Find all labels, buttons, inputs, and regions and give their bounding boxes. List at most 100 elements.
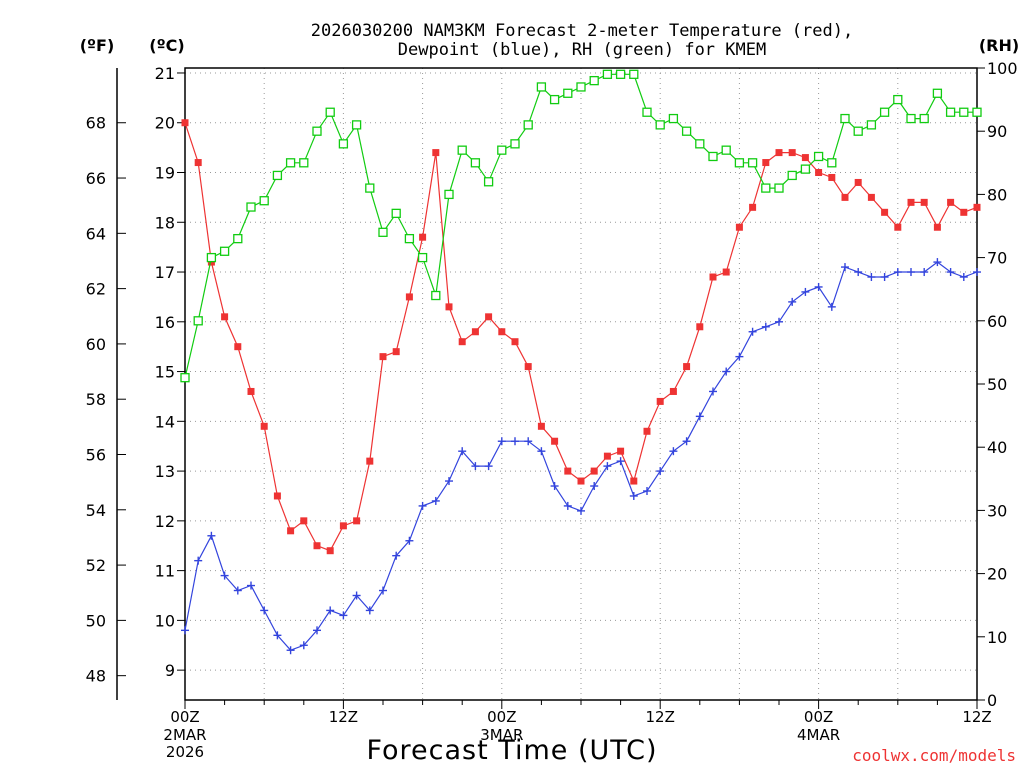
time-tick-label: 12Z — [962, 708, 991, 726]
temperature-point — [432, 149, 440, 157]
dewpoint-point — [801, 287, 810, 296]
time-tick-label: 00Z — [487, 708, 516, 726]
dewpoint-point — [973, 268, 981, 277]
rh-point — [629, 69, 639, 79]
temperature-point — [788, 149, 796, 157]
rh-point — [800, 164, 811, 174]
dewpoint-point — [854, 268, 863, 277]
fahrenheit-tick-label: 56 — [86, 445, 106, 464]
rh-point — [193, 316, 203, 326]
dewpoint-point — [405, 536, 414, 545]
temperature-point — [841, 193, 849, 201]
rh-point — [919, 113, 929, 124]
credit-text: coolwx.com/models — [852, 746, 1016, 765]
rh-point — [180, 373, 190, 383]
celsius-tick-label: 13 — [155, 462, 175, 481]
temperature-point — [339, 522, 347, 530]
dewpoint-point — [709, 387, 717, 396]
rh-point — [642, 107, 652, 117]
fahrenheit-tick-label: 68 — [86, 114, 106, 133]
temperature-point — [643, 427, 651, 435]
rh-point — [615, 69, 626, 79]
rh-point — [351, 120, 362, 130]
temperature-point — [234, 343, 242, 351]
temperature-point — [313, 542, 321, 550]
dewpoint-point — [577, 506, 585, 515]
celsius-axis-unit: (ºC) — [149, 36, 184, 55]
dewpoint-point — [260, 606, 269, 615]
dewpoint-point — [722, 367, 731, 376]
rh-point — [457, 145, 467, 155]
celsius-ticks: 9 10 11 12 13 14 15 16 17 18 19 20 21 — [155, 64, 185, 680]
temperature-point — [419, 233, 427, 241]
rh-point — [774, 183, 784, 193]
rh-point — [840, 113, 850, 124]
rh-point — [563, 88, 573, 98]
rh-point — [655, 120, 665, 130]
rh-tick-label: 90 — [987, 122, 1007, 141]
celsius-tick-label: 20 — [155, 114, 175, 133]
x-axis-label: Forecast Time (UTC) — [366, 735, 657, 766]
fahrenheit-tick-label: 64 — [86, 224, 106, 243]
rh-point — [787, 170, 797, 181]
dewpoint-point — [181, 626, 189, 635]
temperature-point — [366, 457, 374, 465]
rh-tick-label: 50 — [987, 375, 1007, 394]
temperature-point — [920, 198, 928, 206]
dewpoint-point — [946, 268, 955, 277]
rh-point — [219, 246, 230, 256]
rh-point — [721, 145, 731, 155]
time-tick-year: 2026 — [166, 743, 204, 761]
fahrenheit-tick-label: 54 — [86, 501, 106, 520]
rh-tick-label: 80 — [987, 185, 1007, 204]
temperature-point — [907, 198, 915, 206]
rh-point — [695, 139, 705, 149]
rh-point — [747, 158, 758, 168]
fahrenheit-tick-label: 66 — [86, 169, 106, 188]
dewpoint-point — [920, 268, 929, 277]
rh-axis-unit: (RH) — [979, 36, 1019, 55]
dewpoint-point — [761, 322, 770, 331]
dewpoint-point — [788, 297, 797, 306]
dewpoint-point — [550, 482, 559, 491]
time-tick-label: 00Z — [804, 708, 833, 726]
dewpoint-point — [682, 437, 691, 446]
temperature-point — [405, 293, 413, 301]
dewpoint-point — [379, 586, 387, 595]
dewpoint-point — [827, 302, 836, 311]
dewpoint-point — [365, 606, 374, 615]
temperature-point — [669, 387, 677, 395]
rh-point — [523, 120, 533, 130]
rh-point — [444, 189, 454, 200]
temperature-point — [577, 477, 585, 485]
rh-point — [589, 75, 599, 86]
rh-point — [866, 120, 877, 130]
rh-point — [470, 158, 481, 168]
rh-point — [404, 233, 415, 244]
temperature-point — [722, 268, 730, 276]
rh-point — [312, 126, 322, 136]
temperature-point — [775, 149, 783, 157]
temperature-point — [511, 338, 519, 346]
temperature-point — [590, 467, 598, 475]
temperature-point — [221, 313, 229, 321]
temperature-point — [630, 477, 638, 485]
temperature-point — [445, 303, 453, 311]
celsius-tick-label: 9 — [165, 661, 175, 680]
temperature-point — [603, 452, 611, 460]
dewpoint-point — [458, 447, 467, 456]
rh-point — [510, 139, 520, 149]
temperature-point — [498, 328, 506, 336]
temperature-point — [854, 178, 862, 186]
temperature-point — [656, 397, 664, 405]
rh-point — [391, 208, 401, 219]
temperature-point — [801, 154, 809, 162]
dewpoint-point — [194, 556, 203, 565]
dewpoint-point — [286, 646, 295, 655]
dewpoint-point — [907, 268, 915, 277]
dewpoint-point — [695, 412, 704, 421]
rh-point — [827, 158, 837, 168]
dewpoint-point — [629, 491, 638, 500]
rh-point — [813, 151, 824, 162]
